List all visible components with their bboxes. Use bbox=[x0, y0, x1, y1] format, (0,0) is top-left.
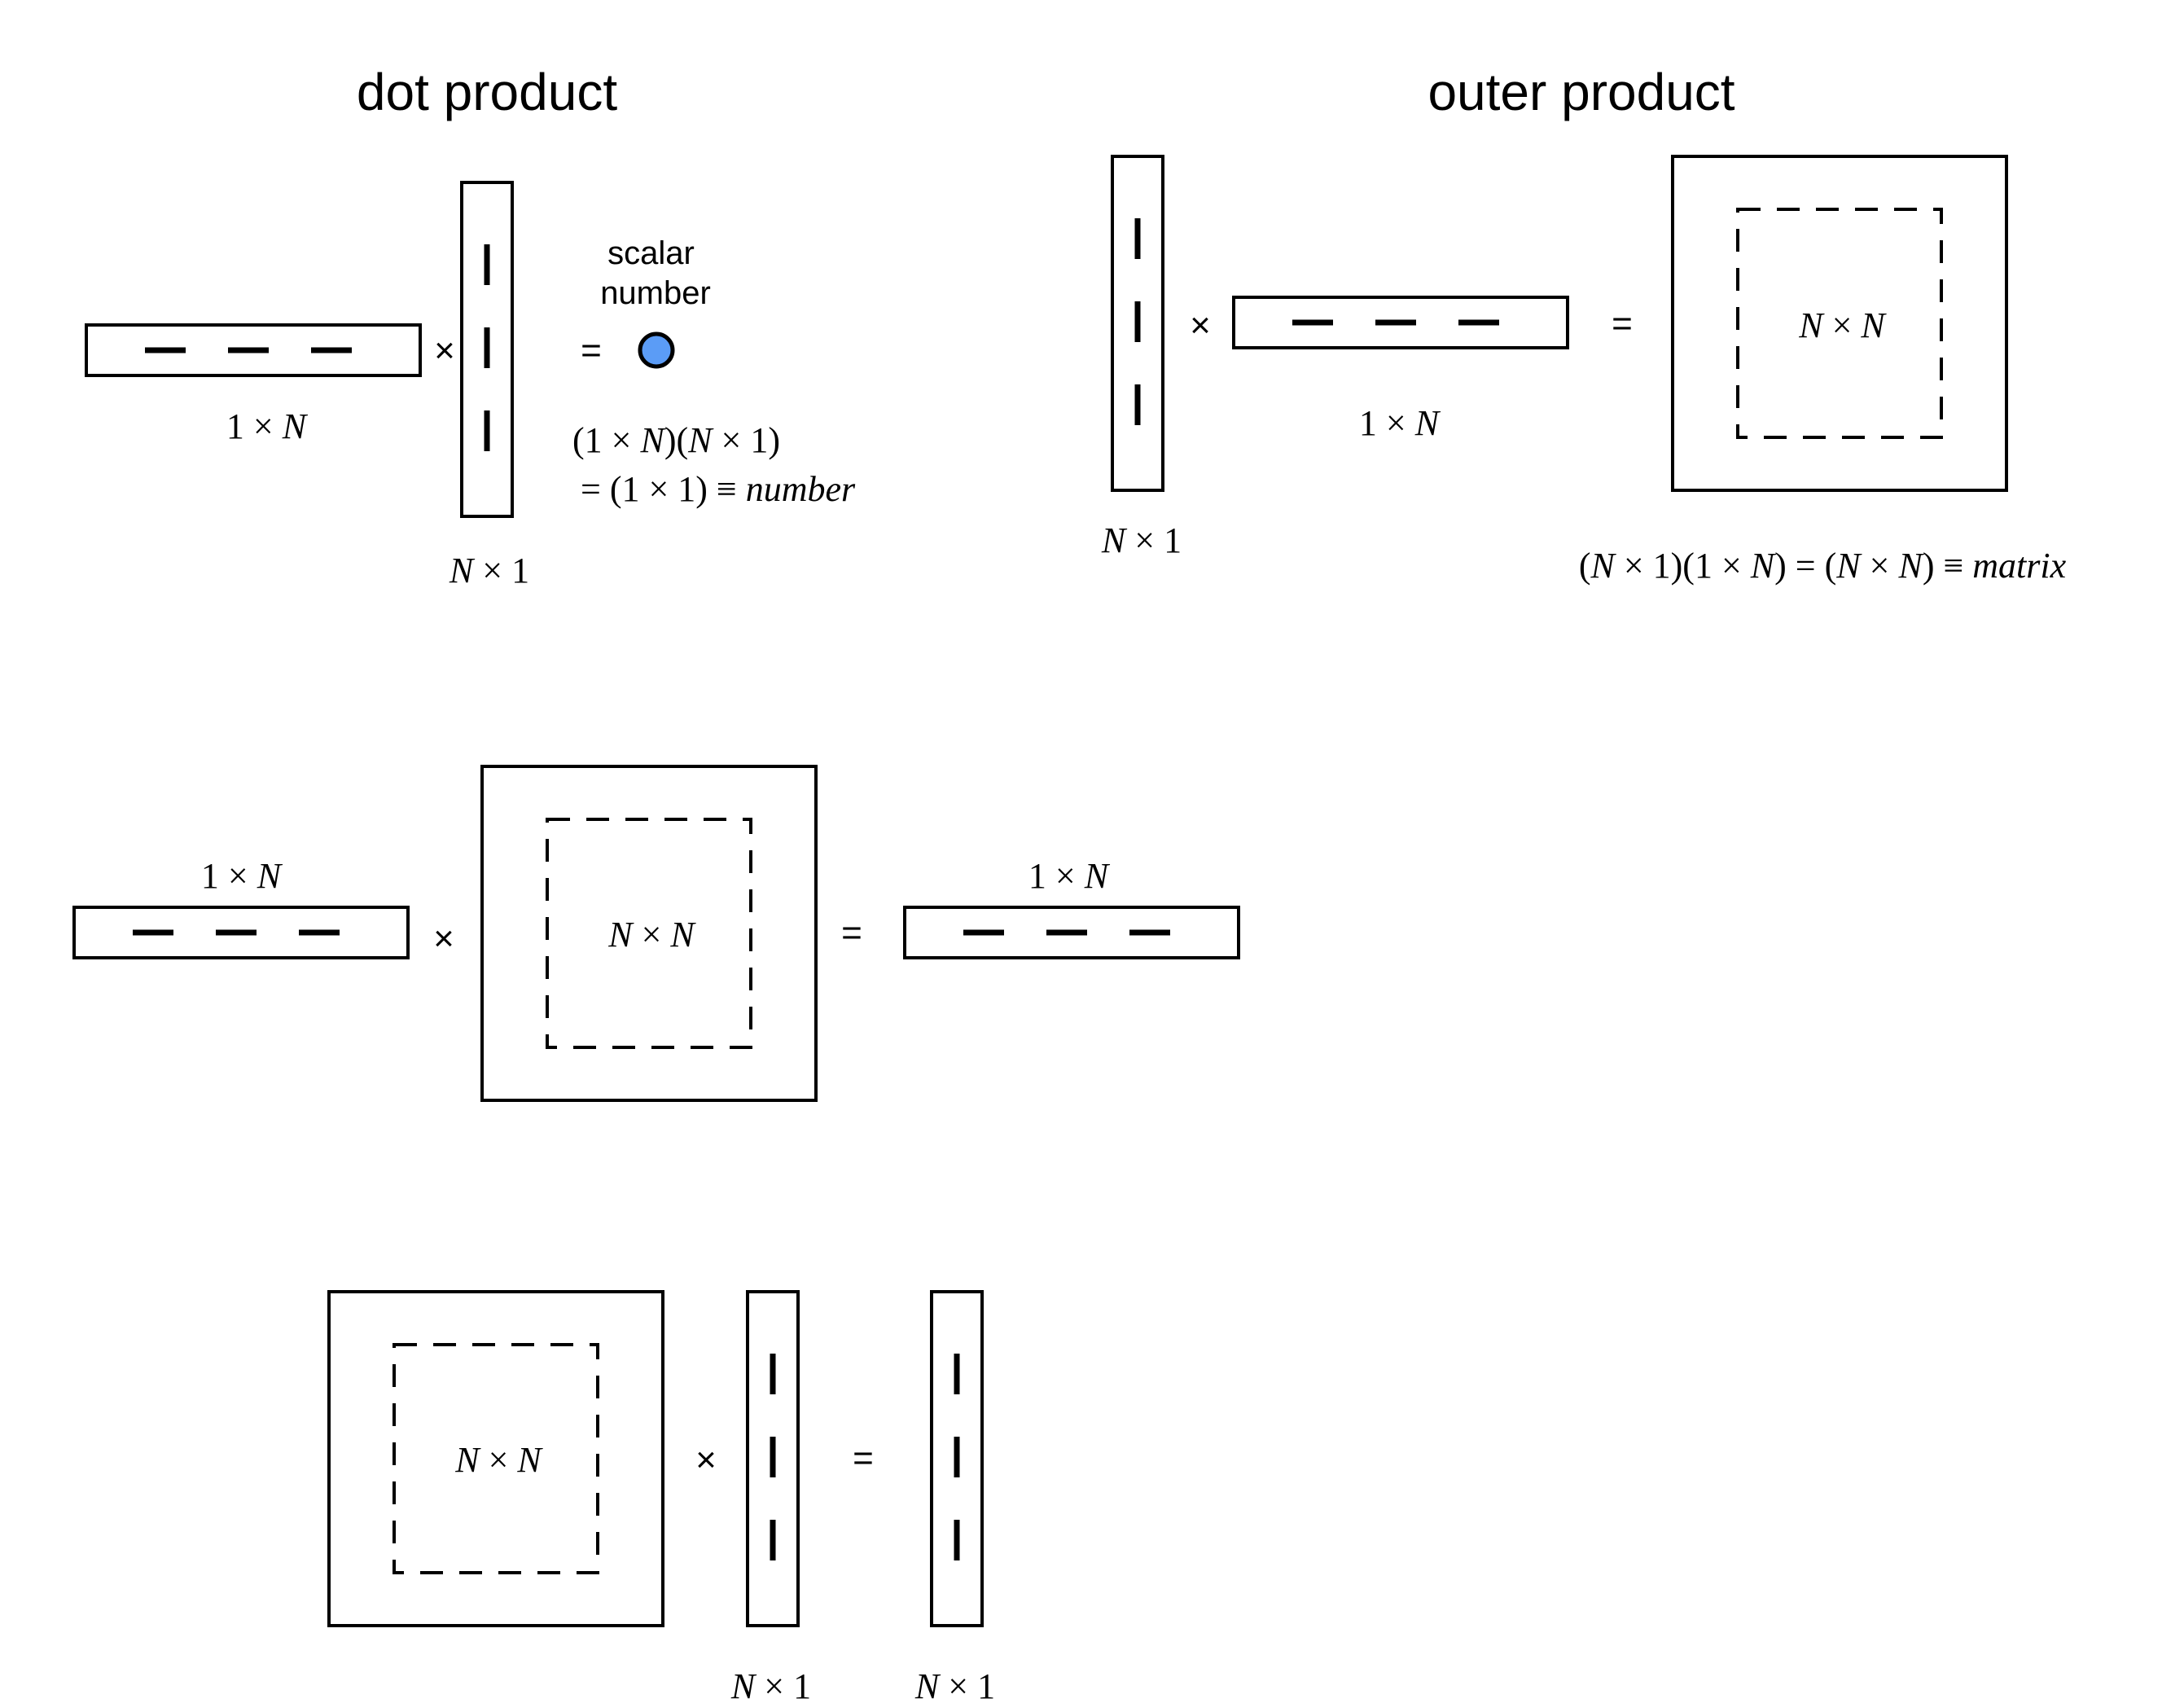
dot-equation-line-1: (1 × N)(N × 1) bbox=[572, 420, 780, 460]
dot-column-vector-dims: N × 1 bbox=[449, 551, 529, 590]
mv-input-column-vector-dims: N × 1 bbox=[730, 1666, 811, 1703]
outer-row-vector bbox=[1234, 297, 1568, 348]
vm-matrix-dims: N × N bbox=[607, 915, 696, 955]
mv-matrix-dims: N × N bbox=[454, 1440, 543, 1480]
mv-input-column-vector bbox=[748, 1292, 798, 1626]
outer-equation: (N × 1)(1 × N) = (N × N) ≡ matrix bbox=[1579, 546, 2067, 586]
outer-times-symbol: × bbox=[1190, 305, 1211, 345]
outer-product-heading: outer product bbox=[1427, 63, 1734, 121]
outer-result-matrix-dims: N × N bbox=[1798, 305, 1887, 345]
dot-times-symbol: × bbox=[434, 331, 455, 371]
matrix-times-column-vector-section: N × N × N × 1 = N × 1 bbox=[327, 1292, 995, 1703]
vm-input-row-vector-dims: 1 × N bbox=[201, 856, 283, 896]
mv-equals-symbol: = bbox=[853, 1438, 874, 1478]
vm-output-row-vector-dims: 1 × N bbox=[1028, 856, 1111, 896]
vm-equals-symbol: = bbox=[841, 913, 862, 953]
scalar-number-dot bbox=[638, 331, 675, 369]
dot-equation-line-2: = (1 × 1) ≡ number bbox=[581, 469, 856, 509]
row-vector-times-matrix-section: 1 × N × N × N = 1 × N bbox=[74, 765, 1239, 1102]
mv-times-symbol: × bbox=[695, 1440, 717, 1480]
dot-row-vector-dims: 1 × N bbox=[226, 406, 309, 446]
dot-product-section: dot product 1 × N × N × 1 = scalar numbe… bbox=[86, 63, 856, 590]
outer-row-vector-dims: 1 × N bbox=[1359, 403, 1441, 443]
vm-output-row-vector bbox=[905, 907, 1239, 958]
outer-column-vector-dims: N × 1 bbox=[1101, 520, 1182, 560]
dot-product-heading: dot product bbox=[357, 63, 617, 121]
mv-output-column-vector bbox=[932, 1292, 982, 1626]
vm-input-row-vector bbox=[74, 907, 408, 958]
dot-column-vector bbox=[462, 182, 512, 516]
outer-product-section: outer product N × 1 × 1 × N = N × N (N ×… bbox=[1101, 63, 2067, 586]
outer-column-vector bbox=[1112, 156, 1163, 490]
dot-equals-symbol: = bbox=[581, 331, 602, 371]
scalar-caption: scalar number bbox=[600, 235, 711, 311]
mv-output-column-vector-dims: N × 1 bbox=[914, 1666, 995, 1703]
vm-times-symbol: × bbox=[433, 919, 454, 959]
outer-equals-symbol: = bbox=[1612, 304, 1633, 344]
dot-row-vector bbox=[86, 325, 420, 375]
